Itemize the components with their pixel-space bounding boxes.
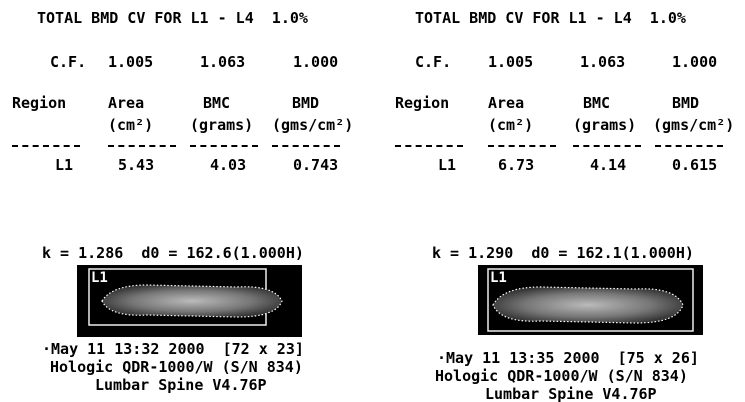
cf-label: C.F. [415, 54, 451, 70]
column-unit: (grams) [190, 117, 253, 133]
cf-value: 1.005 [108, 54, 153, 70]
software: Lumbar Spine V4.76P [95, 377, 267, 393]
column-unit: (cm²) [488, 117, 533, 133]
report-page: TOTAL BMD CV FOR L1 - L4 1.0% C.F. 1.005 1.… [0, 0, 745, 402]
k-line: k = 1.290 d0 = 162.1(1.000H) [432, 245, 694, 261]
row-value: 0.743 [293, 157, 338, 173]
column-header: Region [395, 95, 449, 111]
column-header: Area [488, 95, 524, 111]
cf-value: 1.063 [200, 54, 245, 70]
cv-line: TOTAL BMD CV FOR L1 - L4 1.0% [37, 10, 308, 26]
column-header: BMD [672, 95, 699, 111]
cf-value: 1.063 [580, 54, 625, 70]
scan-image: L1 [478, 265, 703, 335]
row-value: 4.03 [210, 157, 246, 173]
separator [488, 145, 556, 147]
timestamp: ·May 11 13:32 2000 [72 x 23] [42, 341, 304, 357]
scan-graphic [478, 265, 703, 335]
scan-label: L1 [490, 270, 507, 286]
software: Lumbar Spine V4.76P [485, 386, 657, 402]
separator [655, 145, 723, 147]
cv-line: TOTAL BMD CV FOR L1 - L4 1.0% [415, 10, 686, 26]
separator [573, 145, 641, 147]
cf-value: 1.005 [488, 54, 533, 70]
separator [108, 145, 176, 147]
device: Hologic QDR-1000/W (S/N 834) [435, 368, 688, 384]
cf-value: 1.000 [672, 54, 717, 70]
row-region: L1 [438, 157, 456, 173]
separator [12, 145, 80, 147]
row-value: 4.14 [590, 157, 626, 173]
row-region: L1 [55, 157, 73, 173]
row-value: 6.73 [498, 157, 534, 173]
column-unit: (grams) [573, 117, 636, 133]
column-unit: (gms/cm²) [653, 117, 734, 133]
cf-label: C.F. [50, 54, 86, 70]
cf-value: 1.000 [293, 54, 338, 70]
column-header: BMC [583, 95, 610, 111]
k-line: k = 1.286 d0 = 162.6(1.000H) [42, 245, 304, 261]
device: Hologic QDR-1000/W (S/N 834) [50, 359, 303, 375]
timestamp: ·May 11 13:35 2000 [75 x 26] [437, 350, 699, 366]
separator [272, 145, 340, 147]
row-value: 5.43 [118, 157, 154, 173]
separator [190, 145, 258, 147]
scan-image: L1 [77, 265, 302, 337]
column-header: Region [12, 95, 66, 111]
row-value: 0.615 [672, 157, 717, 173]
column-unit: (gms/cm²) [272, 117, 353, 133]
scan-graphic [77, 265, 302, 337]
scan-label: L1 [91, 270, 108, 286]
column-header: BMD [292, 95, 319, 111]
separator [395, 145, 463, 147]
column-header: Area [108, 95, 144, 111]
column-header: BMC [203, 95, 230, 111]
column-unit: (cm²) [108, 117, 153, 133]
